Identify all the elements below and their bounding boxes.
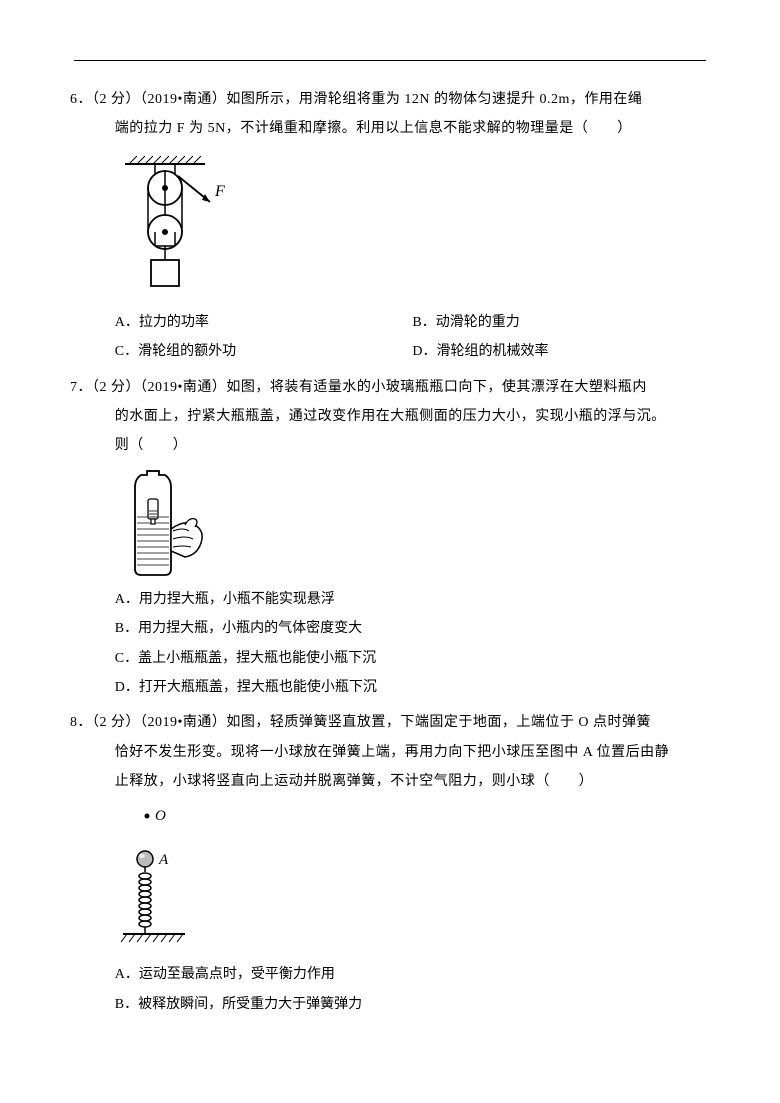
q7-line1: 7．（2 分）（2019•南通）如图，将装有适量水的小玻璃瓶瓶口向下，使其漂浮在…	[70, 373, 710, 402]
q7-line3: 则（ ）	[70, 431, 710, 460]
q6-meta: （2 分）（2019•南通）	[92, 92, 226, 107]
label-F: F	[214, 183, 225, 200]
label-O: O	[155, 808, 166, 824]
exam-page: 6．（2 分）（2019•南通）如图所示，用滑轮组将重为 12N 的物体匀速提升…	[0, 0, 780, 1103]
pulley-diagram-icon: F	[115, 152, 235, 302]
q8-line3: 止释放，小球将竖直向上运动并脱离弹簧，不计空气阻力，则小球（ ）	[70, 767, 710, 796]
q8-options: A．运动至最高点时，受平衡力作用 B．被释放瞬间，所受重力大于弹簧弹力	[70, 960, 710, 1019]
q8-line2: 恰好不发生形变。现将一小球放在弹簧上端，再用力向下把小球压至图中 A 位置后由静	[70, 738, 710, 767]
q8-meta: （2 分）（2019•南通）	[92, 715, 226, 730]
q7-optB: B．用力捏大瓶，小瓶内的气体密度变大	[115, 614, 710, 643]
q7-optA: A．用力捏大瓶，小瓶不能实现悬浮	[115, 585, 710, 614]
q7-stem1: 如图，将装有适量水的小玻璃瓶瓶口向下，使其漂浮在大塑料瓶内	[226, 380, 647, 395]
question-8: 8．（2 分）（2019•南通）如图，轻质弹簧竖直放置，下端固定于地面，上端位于…	[70, 708, 710, 1019]
q8-number: 8．	[70, 715, 92, 730]
q7-optC: C．盖上小瓶瓶盖，捏大瓶也能使小瓶下沉	[115, 644, 710, 673]
q8-figure: O A	[70, 804, 710, 954]
q6-stem1: 如图所示，用滑轮组将重为 12N 的物体匀速提升 0.2m，作用在绳	[226, 92, 642, 107]
q6-number: 6．	[70, 92, 92, 107]
q6-line2: 端的拉力 F 为 5N，不计绳重和摩擦。利用以上信息不能求解的物理量是（ ）	[70, 114, 710, 143]
q8-optA: A．运动至最高点时，受平衡力作用	[115, 960, 710, 989]
q7-figure	[70, 469, 710, 579]
spring-diagram-icon: O A	[115, 804, 205, 954]
q7-meta: （2 分）（2019•南通）	[92, 380, 226, 395]
top-rule	[74, 60, 706, 61]
q6-line1: 6．（2 分）（2019•南通）如图所示，用滑轮组将重为 12N 的物体匀速提升…	[70, 85, 710, 114]
q7-options: A．用力捏大瓶，小瓶不能实现悬浮 B．用力捏大瓶，小瓶内的气体密度变大 C．盖上…	[70, 585, 710, 703]
q6-figure: F	[70, 152, 710, 302]
question-6: 6．（2 分）（2019•南通）如图所示，用滑轮组将重为 12N 的物体匀速提升…	[70, 85, 710, 367]
q8-line1: 8．（2 分）（2019•南通）如图，轻质弹簧竖直放置，下端固定于地面，上端位于…	[70, 708, 710, 737]
q6-optC: C．滑轮组的额外功	[115, 337, 413, 366]
q6-optB: B．动滑轮的重力	[412, 308, 710, 337]
q6-optA: A．拉力的功率	[115, 308, 413, 337]
question-7: 7．（2 分）（2019•南通）如图，将装有适量水的小玻璃瓶瓶口向下，使其漂浮在…	[70, 373, 710, 703]
q7-optD: D．打开大瓶瓶盖，捏大瓶也能使小瓶下沉	[115, 673, 710, 702]
q6-optD: D．滑轮组的机械效率	[412, 337, 710, 366]
label-A: A	[158, 852, 169, 868]
q8-optB: B．被释放瞬间，所受重力大于弹簧弹力	[115, 990, 710, 1019]
q6-options: A．拉力的功率 B．动滑轮的重力 C．滑轮组的额外功 D．滑轮组的机械效率	[70, 308, 710, 367]
q7-number: 7．	[70, 380, 92, 395]
q8-stem1: 如图，轻质弹簧竖直放置，下端固定于地面，上端位于 O 点时弹簧	[226, 715, 651, 730]
bottle-diagram-icon	[115, 469, 215, 579]
q7-line2: 的水面上，拧紧大瓶瓶盖，通过改变作用在大瓶侧面的压力大小，实现小瓶的浮与沉。	[70, 402, 710, 431]
